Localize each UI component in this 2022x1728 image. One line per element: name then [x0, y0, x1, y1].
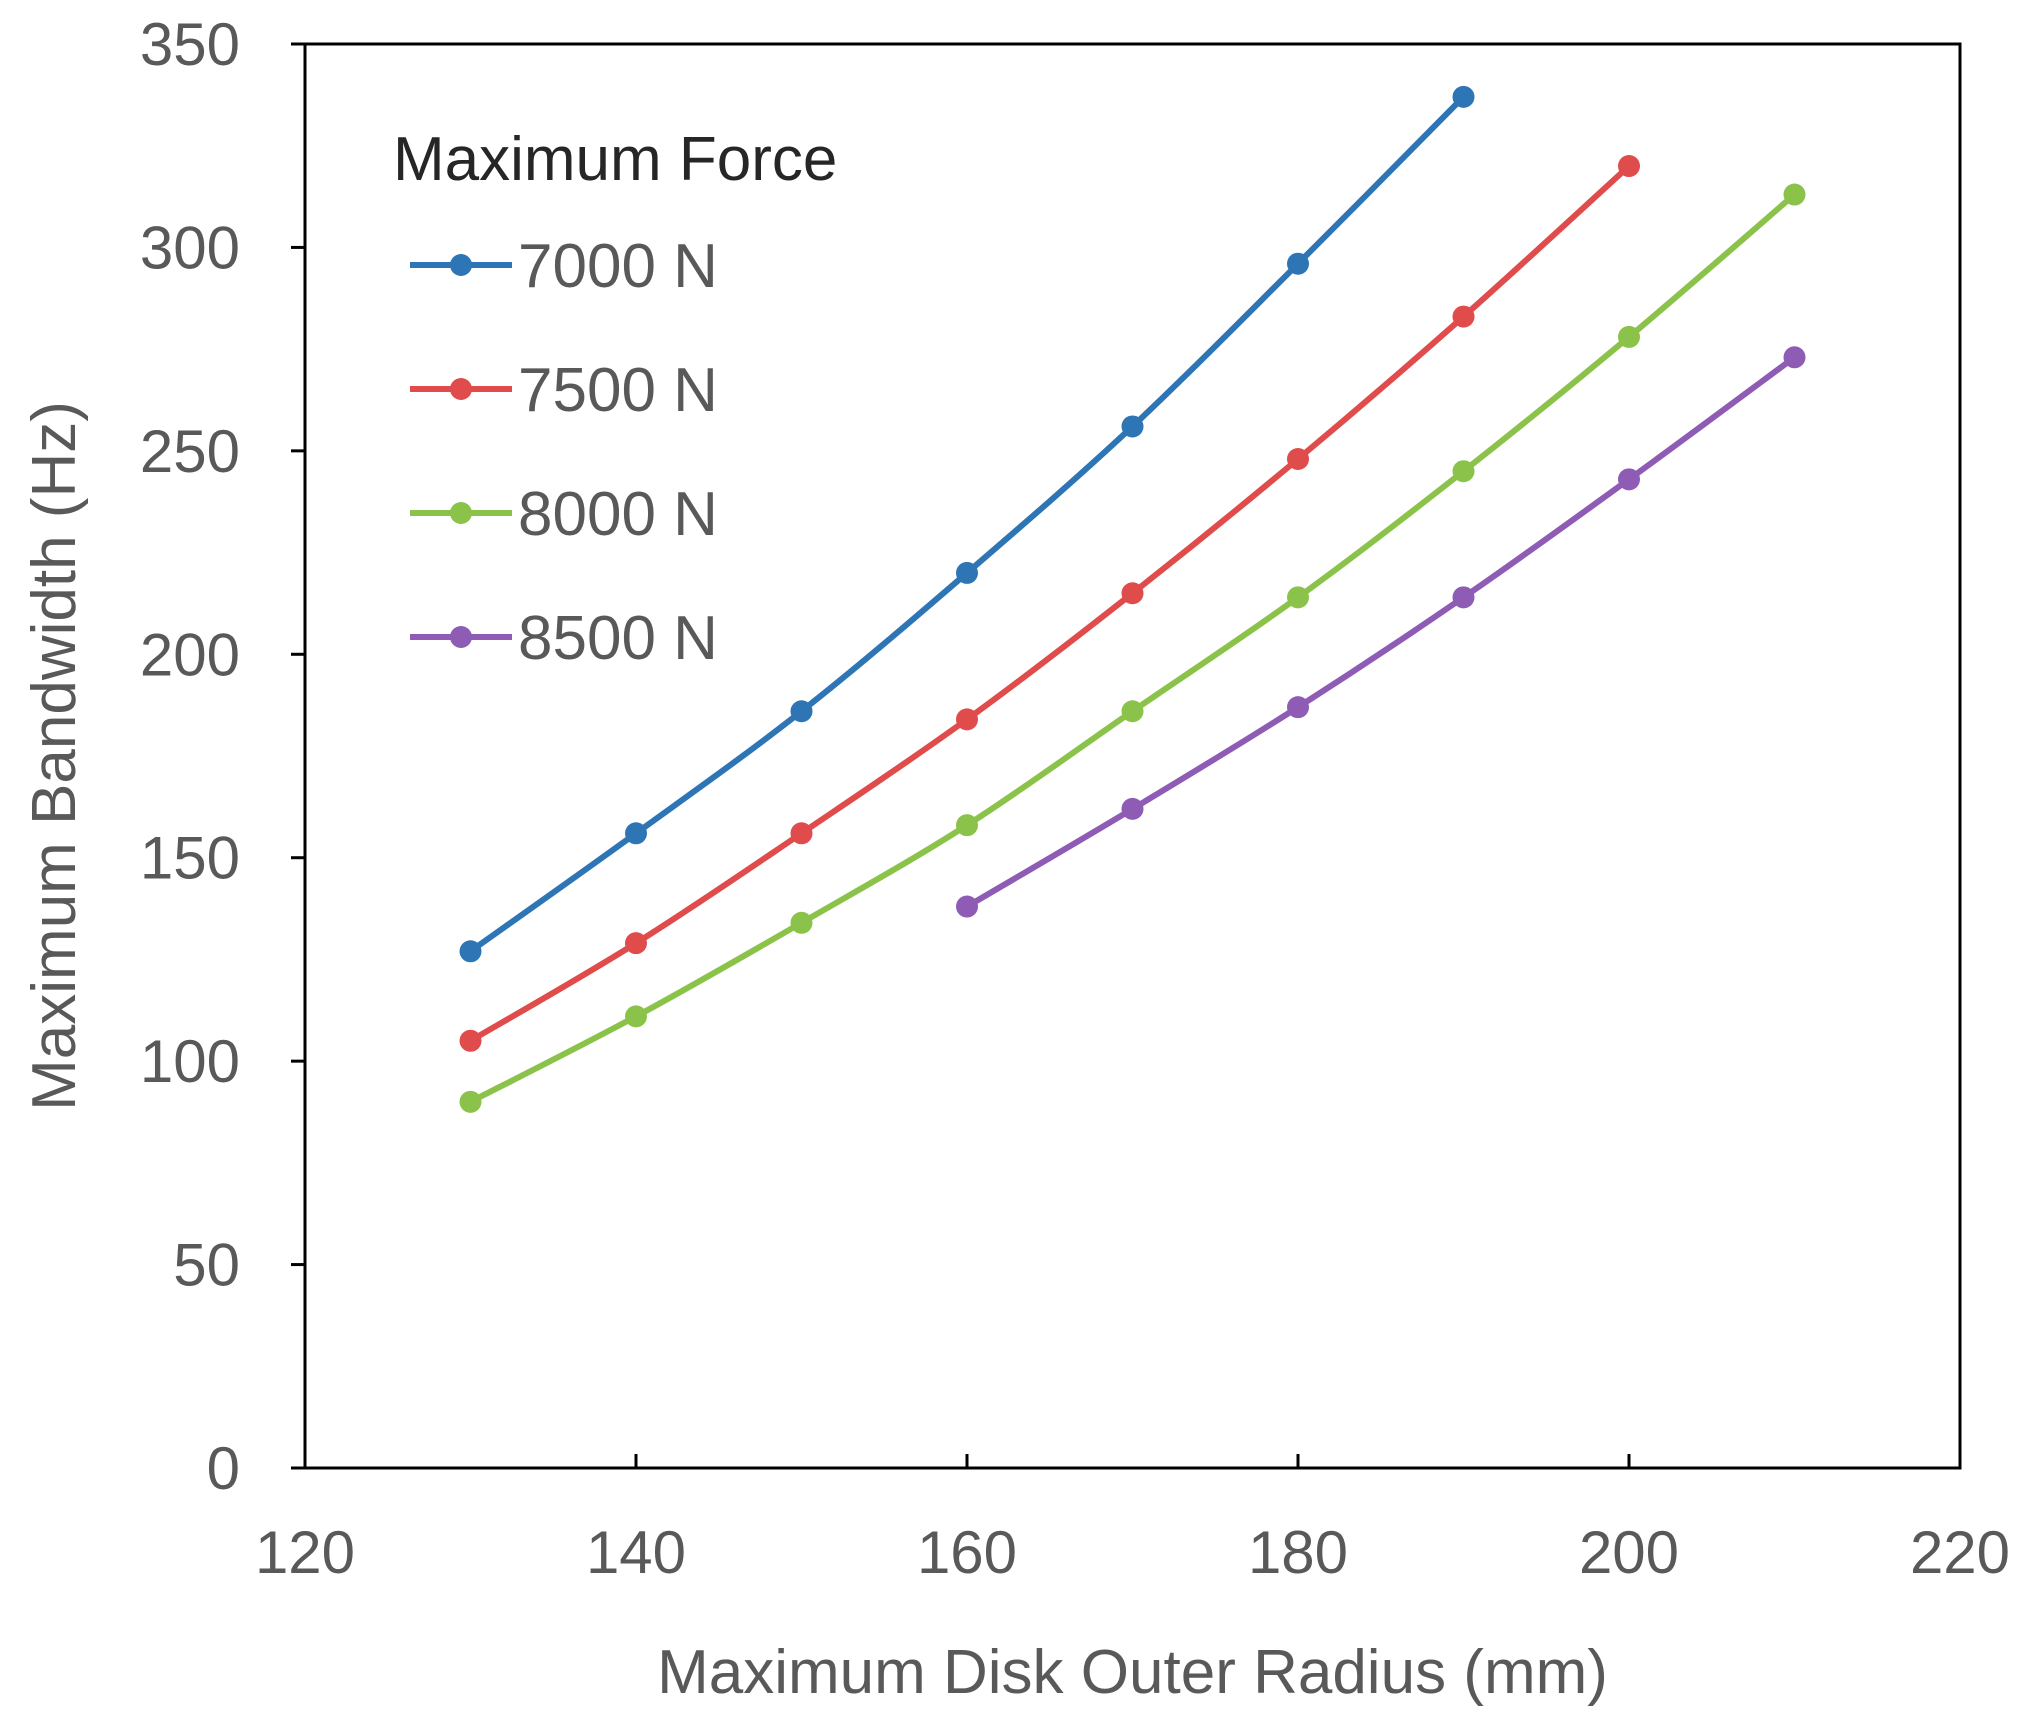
data-point — [1618, 155, 1640, 178]
legend-label: 8000 N — [518, 480, 718, 549]
series-8500-n — [956, 346, 1806, 918]
y-tick-label: 350 — [140, 11, 240, 78]
data-point — [1287, 252, 1309, 275]
data-point — [790, 700, 813, 723]
y-tick-label: 250 — [140, 418, 240, 485]
data-point — [1783, 183, 1806, 206]
data-point — [1783, 346, 1806, 369]
y-axis-title: Maximum Bandwidth (Hz) — [20, 401, 89, 1111]
legend-swatch-marker — [450, 502, 472, 524]
y-tick-label: 150 — [140, 825, 240, 892]
data-point — [1287, 586, 1309, 609]
y-tick-label: 100 — [140, 1028, 240, 1095]
y-axis-ticks: 0 50 100 150 200 250 300 350 — [140, 11, 305, 1502]
y-tick-label: 300 — [140, 214, 240, 281]
series-7500-n — [459, 155, 1640, 1052]
x-tick-label: 160 — [917, 1519, 1017, 1586]
legend-swatch-marker — [450, 378, 472, 400]
legend-item: 8000 N — [410, 480, 718, 549]
legend: Maximum Force 7000 N 7500 N 8000 N 8500 N — [393, 125, 837, 673]
legend-label: 7000 N — [518, 232, 718, 301]
data-point — [956, 708, 978, 731]
plot-area-frame — [303, 42, 1962, 1470]
y-tick-label: 200 — [140, 621, 240, 688]
legend-label: 8500 N — [518, 604, 718, 673]
legend-swatch-marker — [450, 254, 472, 276]
data-point — [625, 932, 647, 955]
legend-item: 8500 N — [410, 604, 718, 673]
legend-swatch-marker — [450, 626, 472, 648]
data-point — [625, 1005, 647, 1028]
data-point — [1121, 582, 1144, 605]
data-point — [1287, 696, 1309, 719]
y-tick-label: 0 — [207, 1435, 240, 1502]
data-point — [1618, 325, 1640, 348]
data-point — [1121, 700, 1144, 723]
legend-label: 7500 N — [518, 356, 718, 425]
legend-item: 7000 N — [410, 232, 718, 301]
y-tick-label: 50 — [173, 1232, 240, 1299]
data-point — [1452, 460, 1475, 483]
data-point — [1452, 305, 1475, 328]
x-tick-label: 180 — [1248, 1519, 1348, 1586]
x-tick-label: 120 — [255, 1519, 355, 1586]
x-tick-label: 200 — [1579, 1519, 1679, 1586]
data-point — [459, 940, 482, 963]
series-line — [467, 163, 1632, 1044]
legend-title: Maximum Force — [393, 125, 837, 194]
data-point — [459, 1090, 482, 1113]
series-7000-n — [459, 85, 1475, 963]
data-point — [956, 895, 978, 918]
data-point — [1121, 415, 1144, 438]
data-point — [1618, 468, 1640, 491]
data-point — [790, 822, 813, 845]
x-axis-title: Maximum Disk Outer Radius (mm) — [657, 1638, 1608, 1707]
data-point — [1121, 797, 1144, 820]
data-point — [459, 1029, 482, 1052]
x-axis-ticks: 120 140 160 180 200 220 — [255, 1454, 2010, 1586]
data-point — [956, 814, 978, 837]
series-line — [964, 354, 1798, 910]
data-point — [956, 561, 978, 584]
data-point — [1452, 586, 1475, 609]
data-point — [1287, 447, 1309, 470]
data-point — [625, 822, 647, 845]
series-8000-n — [459, 183, 1806, 1113]
series-layer — [459, 85, 1806, 1113]
legend-item: 7500 N — [410, 356, 718, 425]
data-point — [1452, 85, 1475, 108]
x-tick-label: 220 — [1910, 1519, 2010, 1586]
x-tick-label: 140 — [586, 1519, 686, 1586]
data-point — [790, 911, 813, 934]
